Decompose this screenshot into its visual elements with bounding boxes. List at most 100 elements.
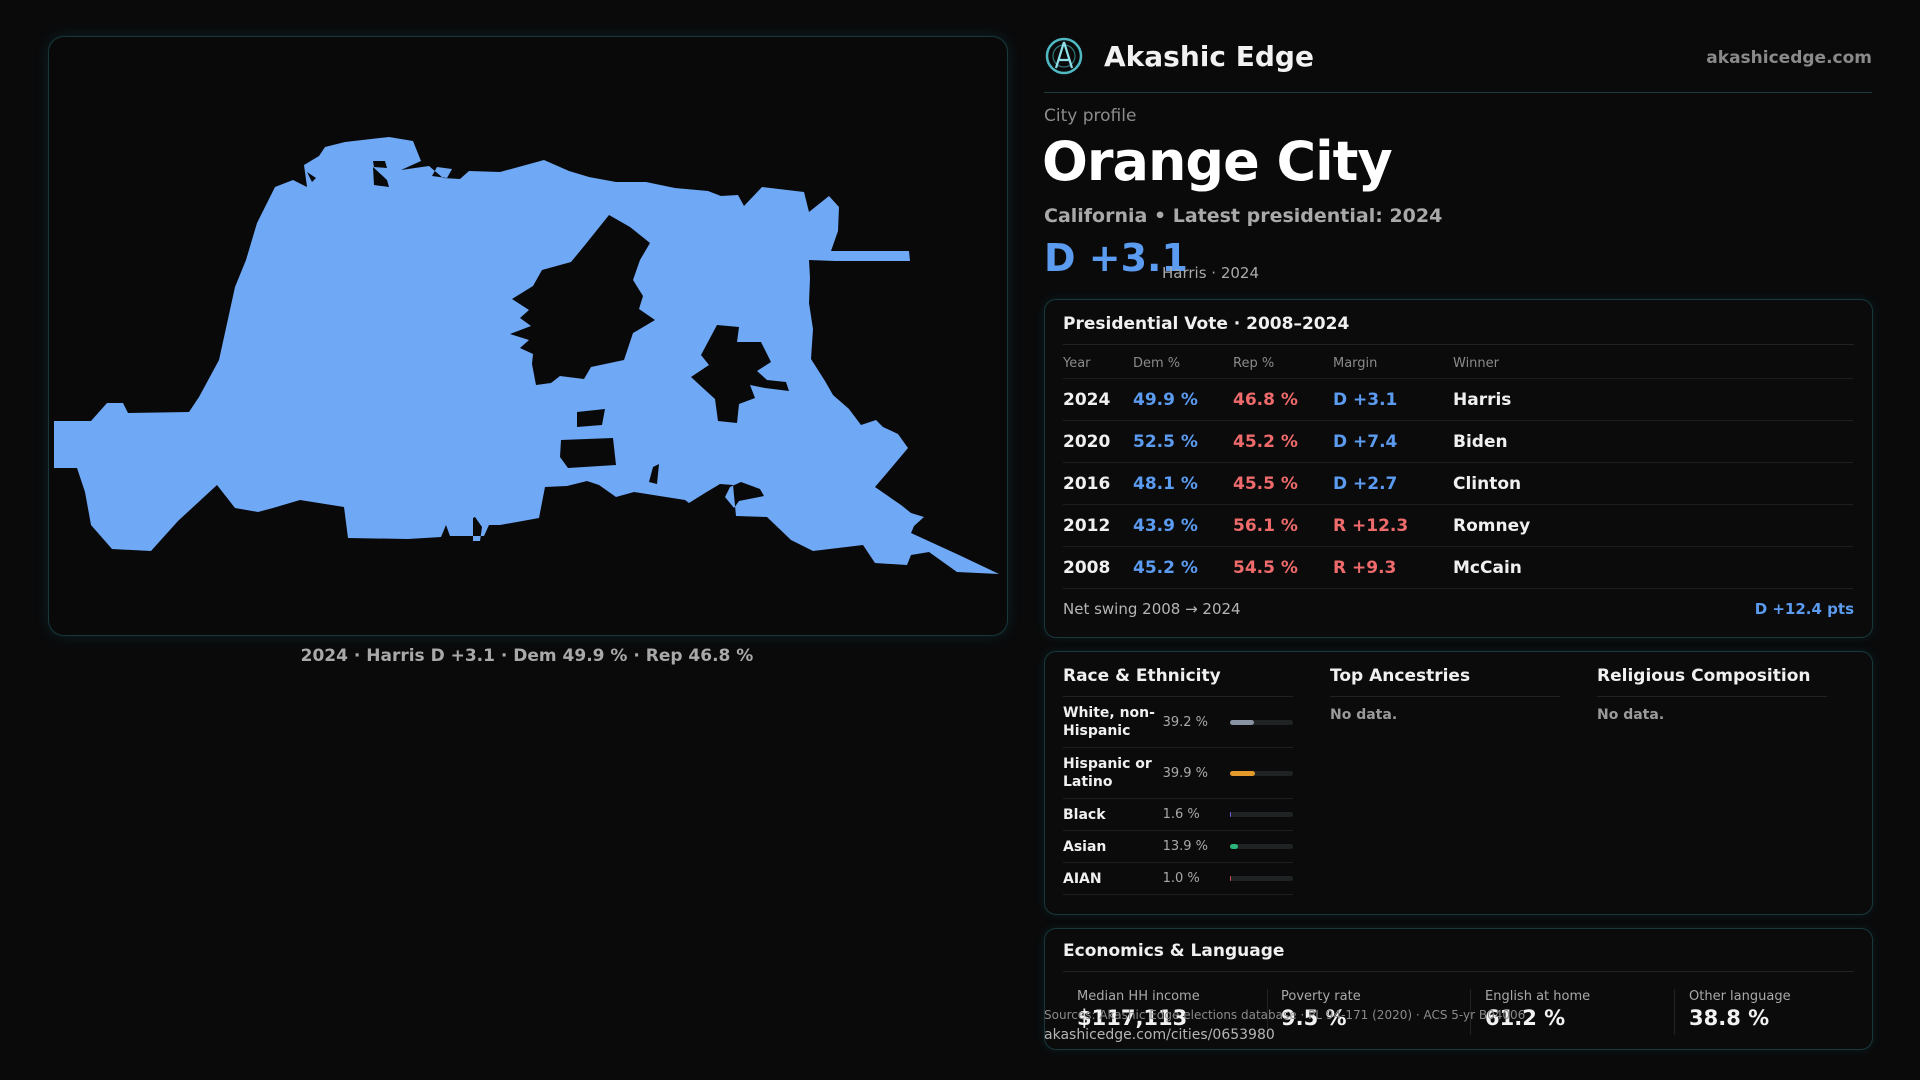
page-title: Orange City xyxy=(1042,130,1393,193)
divider xyxy=(1063,971,1854,972)
race-row: Asian 13.9 % xyxy=(1063,831,1294,863)
stat-poverty-rate: Poverty rate 9.5 % xyxy=(1281,989,1471,1039)
row-dem-pct: 45.2 % xyxy=(1133,546,1233,589)
table-row: 2012 43.9 % 56.1 % R +12.3 Romney xyxy=(1063,504,1853,547)
row-winner: Clinton xyxy=(1453,462,1853,505)
presidential-vote-card: Presidential Vote · 2008–2024 Year Dem %… xyxy=(1044,299,1873,638)
footer-sources: Sources: Akashic Edge elections database… xyxy=(1044,1008,1526,1022)
race-name: Black xyxy=(1063,806,1106,823)
row-dem-pct: 49.9 % xyxy=(1133,378,1233,421)
row-year: 2008 xyxy=(1063,546,1133,589)
site-link[interactable]: akashicedge.com xyxy=(1706,48,1872,68)
row-year: 2024 xyxy=(1063,378,1133,421)
row-margin: R +12.3 xyxy=(1333,504,1453,547)
row-rep-pct: 54.5 % xyxy=(1233,546,1333,589)
row-rep-pct: 45.2 % xyxy=(1233,420,1333,463)
stat-label: Poverty rate xyxy=(1281,989,1361,1004)
col-header-margin: Margin xyxy=(1333,348,1453,379)
race-name: White, non-Hispanic xyxy=(1063,705,1155,739)
ancestries-title: Top Ancestries xyxy=(1330,666,1560,697)
col-header-dem: Dem % xyxy=(1133,348,1233,379)
city-boundary-map xyxy=(54,137,999,574)
row-rep-pct: 45.5 % xyxy=(1233,462,1333,505)
race-bar-fill xyxy=(1229,844,1239,849)
race-pct: 39.2 % xyxy=(1162,714,1209,730)
stat-other-language: Other language 38.8 % xyxy=(1689,989,1879,1039)
race-bar xyxy=(1229,719,1294,725)
row-rep-pct: 46.8 % xyxy=(1233,378,1333,421)
religion-empty-text: No data. xyxy=(1597,707,1665,723)
race-bar xyxy=(1229,844,1294,849)
row-winner: Biden xyxy=(1453,420,1853,463)
race-ethnicity-title: Race & Ethnicity xyxy=(1063,666,1293,697)
race-name: AIAN xyxy=(1063,870,1102,887)
stat-value: 38.8 % xyxy=(1689,1006,1770,1030)
city-map[interactable] xyxy=(48,36,1008,636)
col-header-winner: Winner xyxy=(1453,348,1853,379)
row-year: 2020 xyxy=(1063,420,1133,463)
map-caption: 2024 · Harris D +3.1 · Dem 49.9 % · Rep … xyxy=(300,646,754,666)
race-bar xyxy=(1229,770,1294,776)
headline-margin: D +3.1 xyxy=(1044,236,1188,280)
presidential-vote-title: Presidential Vote · 2008–2024 xyxy=(1063,314,1350,334)
race-bar-fill xyxy=(1229,876,1231,881)
header: Akashic Edge akashicedge.com xyxy=(1044,36,1872,93)
divider xyxy=(1674,989,1675,1035)
row-margin: D +2.7 xyxy=(1333,462,1453,505)
brand-name[interactable]: Akashic Edge xyxy=(1104,40,1314,73)
divider xyxy=(1267,989,1268,1035)
race-bar xyxy=(1229,812,1294,817)
race-row: Hispanic or Latino 39.9 % xyxy=(1063,748,1294,799)
race-name: Asian xyxy=(1063,838,1107,855)
stat-median-income: Median HH income $117,113 xyxy=(1077,989,1267,1039)
headline-margin-note: Harris · 2024 xyxy=(1162,264,1260,282)
stat-value: $117,113 xyxy=(1077,1006,1188,1030)
row-margin: D +3.1 xyxy=(1333,378,1453,421)
table-row: 2024 49.9 % 46.8 % D +3.1 Harris xyxy=(1063,378,1853,421)
race-row: AIAN 1.0 % xyxy=(1063,863,1294,895)
table-row: 2016 48.1 % 45.5 % D +2.7 Clinton xyxy=(1063,462,1853,505)
row-rep-pct: 56.1 % xyxy=(1233,504,1333,547)
divider xyxy=(1063,344,1854,345)
footer: Sources: Akashic Edge elections database… xyxy=(1044,1005,1525,1045)
row-margin: D +7.4 xyxy=(1333,420,1453,463)
race-pct: 1.0 % xyxy=(1162,871,1200,886)
ancestries-section: Top Ancestries No data. xyxy=(1330,666,1560,723)
brand-logo-icon[interactable] xyxy=(1044,36,1084,76)
row-year: 2016 xyxy=(1063,462,1133,505)
stat-label: Median HH income xyxy=(1077,989,1200,1004)
vote-table: Year Dem % Rep % Margin Winner 2024 49.9… xyxy=(1063,348,1853,589)
col-header-rep: Rep % xyxy=(1233,348,1333,379)
stat-label: Other language xyxy=(1689,989,1791,1004)
table-row: 2008 45.2 % 54.5 % R +9.3 McCain xyxy=(1063,546,1853,589)
row-winner: Harris xyxy=(1453,378,1853,421)
page-subtitle: California • Latest presidential: 2024 xyxy=(1044,205,1443,227)
race-name: Hispanic or Latino xyxy=(1063,756,1152,790)
religion-section: Religious Composition No data. xyxy=(1597,666,1827,723)
religion-title: Religious Composition xyxy=(1597,666,1827,697)
race-ethnicity-section: Race & Ethnicity White, non-Hispanic 39.… xyxy=(1063,666,1294,895)
vote-table-header-row: Year Dem % Rep % Margin Winner xyxy=(1063,348,1853,379)
race-pct: 1.6 % xyxy=(1162,807,1200,822)
city-boundary-shape[interactable] xyxy=(54,137,999,574)
table-row: 2020 52.5 % 45.2 % D +7.4 Biden xyxy=(1063,420,1853,463)
race-row: White, non-Hispanic 39.2 % xyxy=(1063,697,1294,748)
stat-value: 9.5 % xyxy=(1281,1006,1347,1030)
economics-card: Economics & Language Median HH income $1… xyxy=(1044,928,1873,1050)
race-bar xyxy=(1229,876,1294,881)
race-row: Black 1.6 % xyxy=(1063,799,1294,831)
race-pct: 13.9 % xyxy=(1162,839,1209,854)
stat-english-at-home: English at home 61.2 % xyxy=(1485,989,1675,1039)
row-winner: McCain xyxy=(1453,546,1853,589)
demographics-card: Race & Ethnicity White, non-Hispanic 39.… xyxy=(1044,651,1873,915)
page-kicker: City profile xyxy=(1044,106,1137,126)
footer-url[interactable]: akashicedge.com/cities/0653980 xyxy=(1044,1027,1275,1043)
row-year: 2012 xyxy=(1063,504,1133,547)
row-margin: R +9.3 xyxy=(1333,546,1453,589)
divider xyxy=(1470,989,1471,1035)
race-bar-fill xyxy=(1229,770,1255,776)
col-header-year: Year xyxy=(1063,348,1133,379)
stat-value: 61.2 % xyxy=(1485,1006,1566,1030)
race-pct: 39.9 % xyxy=(1162,765,1209,781)
row-winner: Romney xyxy=(1453,504,1853,547)
